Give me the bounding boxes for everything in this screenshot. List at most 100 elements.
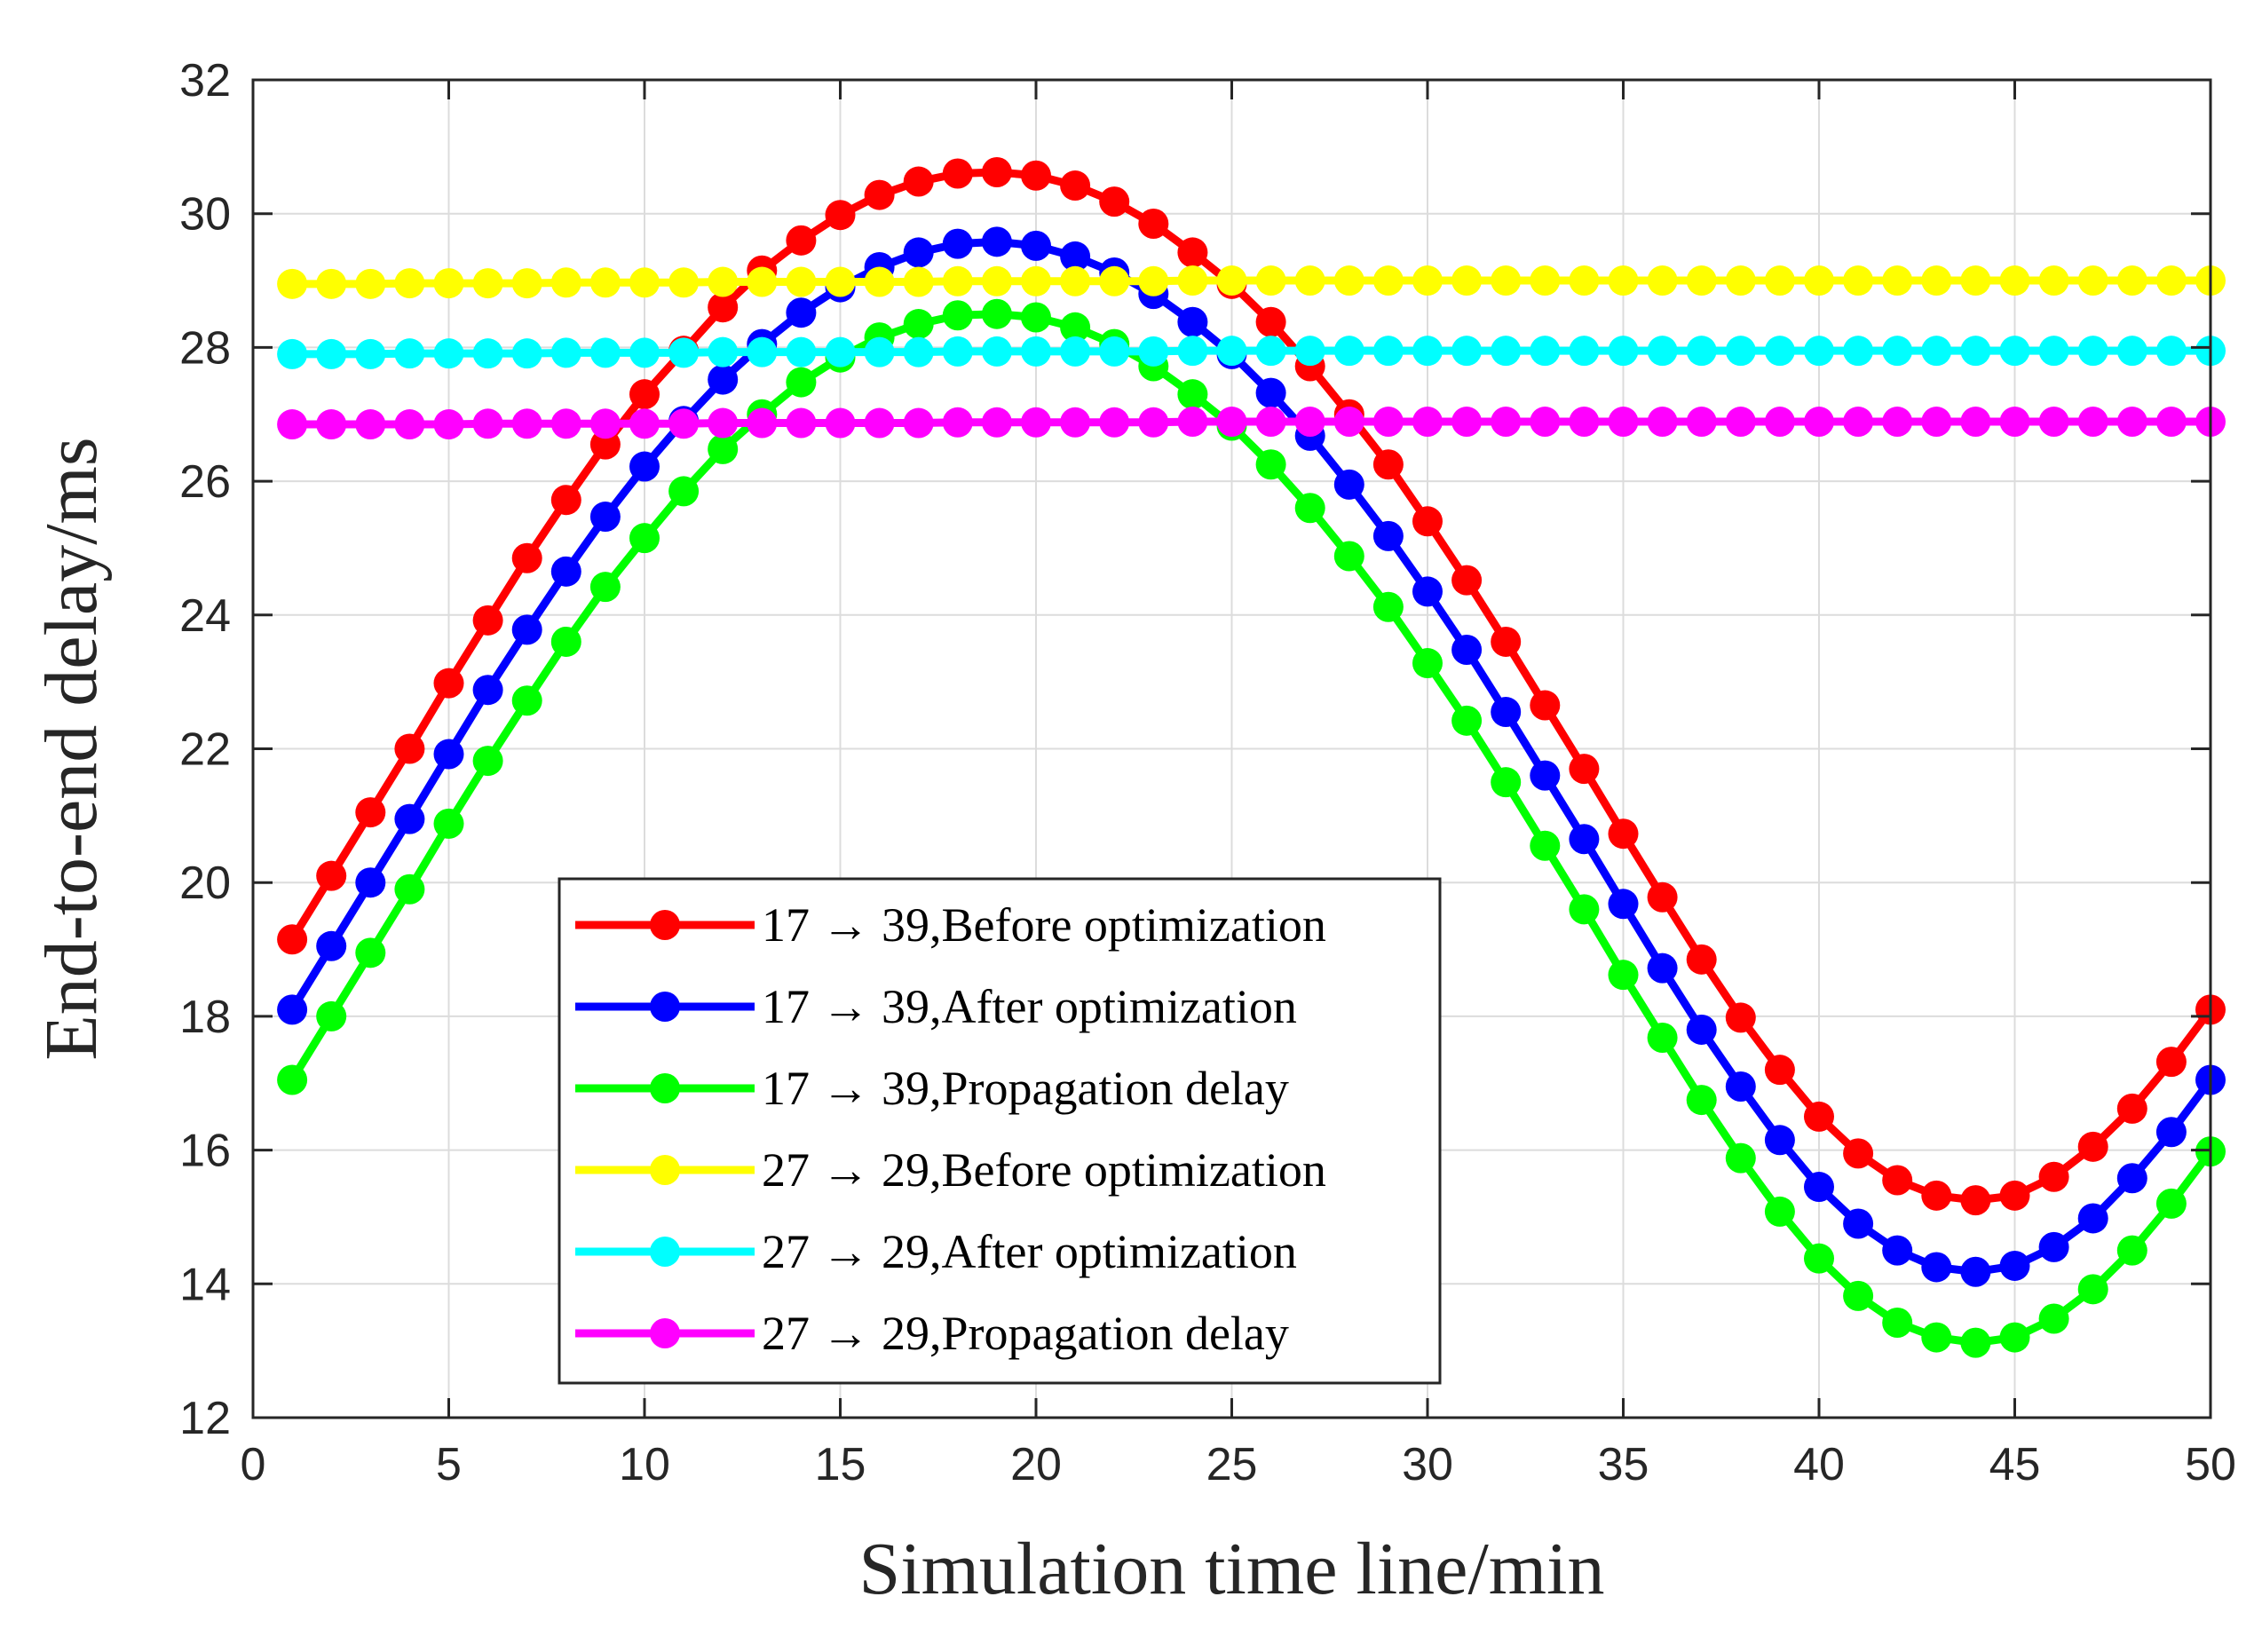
legend-item: 27 → 29,Propagation delay <box>575 1307 1289 1360</box>
axis-ticks: 0 5 10 15 20 25 30 35 40 45 50 12 14 16 18 20 22 24 26 28 30… <box>179 55 2236 1490</box>
x-tick-label: 0 <box>241 1439 266 1490</box>
data-point <box>1764 407 1795 438</box>
data-point <box>511 614 542 645</box>
data-point <box>1412 648 1443 679</box>
data-point <box>1530 407 1561 438</box>
data-point <box>550 626 581 657</box>
data-point <box>1804 265 1834 296</box>
data-point <box>629 337 660 368</box>
data-point <box>394 409 425 440</box>
data-point <box>981 265 1012 296</box>
data-point <box>589 408 621 439</box>
data-point <box>1569 754 1600 785</box>
data-point <box>2038 265 2069 296</box>
data-point <box>1530 690 1561 721</box>
data-point <box>1451 705 1483 736</box>
data-point <box>1960 407 1991 438</box>
data-point <box>1764 265 1795 296</box>
data-point <box>316 860 347 891</box>
data-point <box>1647 265 1678 296</box>
data-point <box>1177 407 1208 438</box>
legend-label: 27 → 29,After optimization <box>762 1225 1297 1278</box>
data-point <box>629 523 660 554</box>
data-point <box>1999 1180 2030 1211</box>
data-point <box>1138 407 1169 438</box>
data-point <box>2077 407 2108 438</box>
data-point <box>942 407 973 438</box>
data-point <box>1921 1322 1952 1353</box>
data-point <box>1647 952 1678 984</box>
data-point <box>1804 1101 1834 1132</box>
data-point <box>511 338 542 369</box>
data-point <box>511 408 542 439</box>
series-5 <box>277 336 2226 369</box>
legend-swatch-marker <box>650 910 680 940</box>
data-point <box>942 228 973 259</box>
y-tick-label: 32 <box>179 55 231 107</box>
data-point <box>1882 336 1913 367</box>
data-point <box>472 746 503 777</box>
x-axis-title: Simulation time line/min <box>859 1528 1605 1610</box>
data-point <box>1725 1071 1756 1103</box>
data-point <box>1804 1172 1834 1203</box>
data-point <box>394 733 425 764</box>
data-point <box>1882 1235 1913 1266</box>
data-point <box>1882 1308 1913 1339</box>
data-point <box>2038 1231 2069 1262</box>
x-tick-label: 45 <box>1989 1439 2041 1490</box>
data-point <box>1294 265 1325 296</box>
data-point <box>2038 1303 2069 1334</box>
data-point <box>1060 336 1091 367</box>
data-point <box>629 408 660 439</box>
data-point <box>1255 306 1286 337</box>
data-point <box>786 367 817 398</box>
data-point <box>1060 170 1091 202</box>
data-point <box>472 338 503 369</box>
data-point <box>1451 265 1483 296</box>
data-point <box>1530 830 1561 861</box>
data-point <box>981 298 1012 329</box>
data-point <box>708 407 739 439</box>
data-point <box>1372 407 1404 438</box>
data-point <box>1177 336 1208 367</box>
data-point <box>1216 407 1247 438</box>
series-1 <box>277 156 2226 1216</box>
x-tick-label: 5 <box>436 1439 462 1490</box>
data-point <box>550 556 581 587</box>
data-point <box>903 166 934 197</box>
legend-label: 17 → 39,Propagation delay <box>762 1062 1289 1115</box>
data-point <box>1177 237 1208 268</box>
data-point <box>1647 881 1678 913</box>
legend-box <box>558 877 1442 1385</box>
data-point <box>708 292 739 323</box>
data-point <box>1999 1322 2030 1353</box>
data-point <box>589 267 621 298</box>
data-point <box>1255 377 1286 408</box>
data-point <box>1021 265 1051 296</box>
data-point <box>355 338 386 369</box>
data-point <box>668 408 700 439</box>
data-point <box>394 268 425 299</box>
data-point <box>2116 1163 2147 1194</box>
data-point <box>1021 160 1051 191</box>
legend-item: 17 → 39,Propagation delay <box>575 1062 1289 1115</box>
data-point <box>2077 1203 2108 1234</box>
data-point <box>1647 407 1678 438</box>
y-tick-label: 20 <box>179 858 231 909</box>
data-point <box>2116 1235 2147 1266</box>
data-point <box>277 924 308 955</box>
legend-swatch-marker <box>650 1155 680 1185</box>
data-point <box>316 409 347 440</box>
data-point <box>316 338 347 369</box>
data-point <box>2077 1274 2108 1305</box>
data-point <box>1921 1180 1952 1211</box>
data-point <box>589 502 621 533</box>
data-point <box>1608 960 1639 991</box>
data-point <box>2116 336 2147 367</box>
data-point <box>277 268 308 299</box>
data-point <box>1960 1327 1991 1358</box>
data-point <box>550 267 581 298</box>
data-point <box>1412 407 1443 438</box>
data-point <box>1725 407 1756 438</box>
data-point <box>1530 336 1561 367</box>
